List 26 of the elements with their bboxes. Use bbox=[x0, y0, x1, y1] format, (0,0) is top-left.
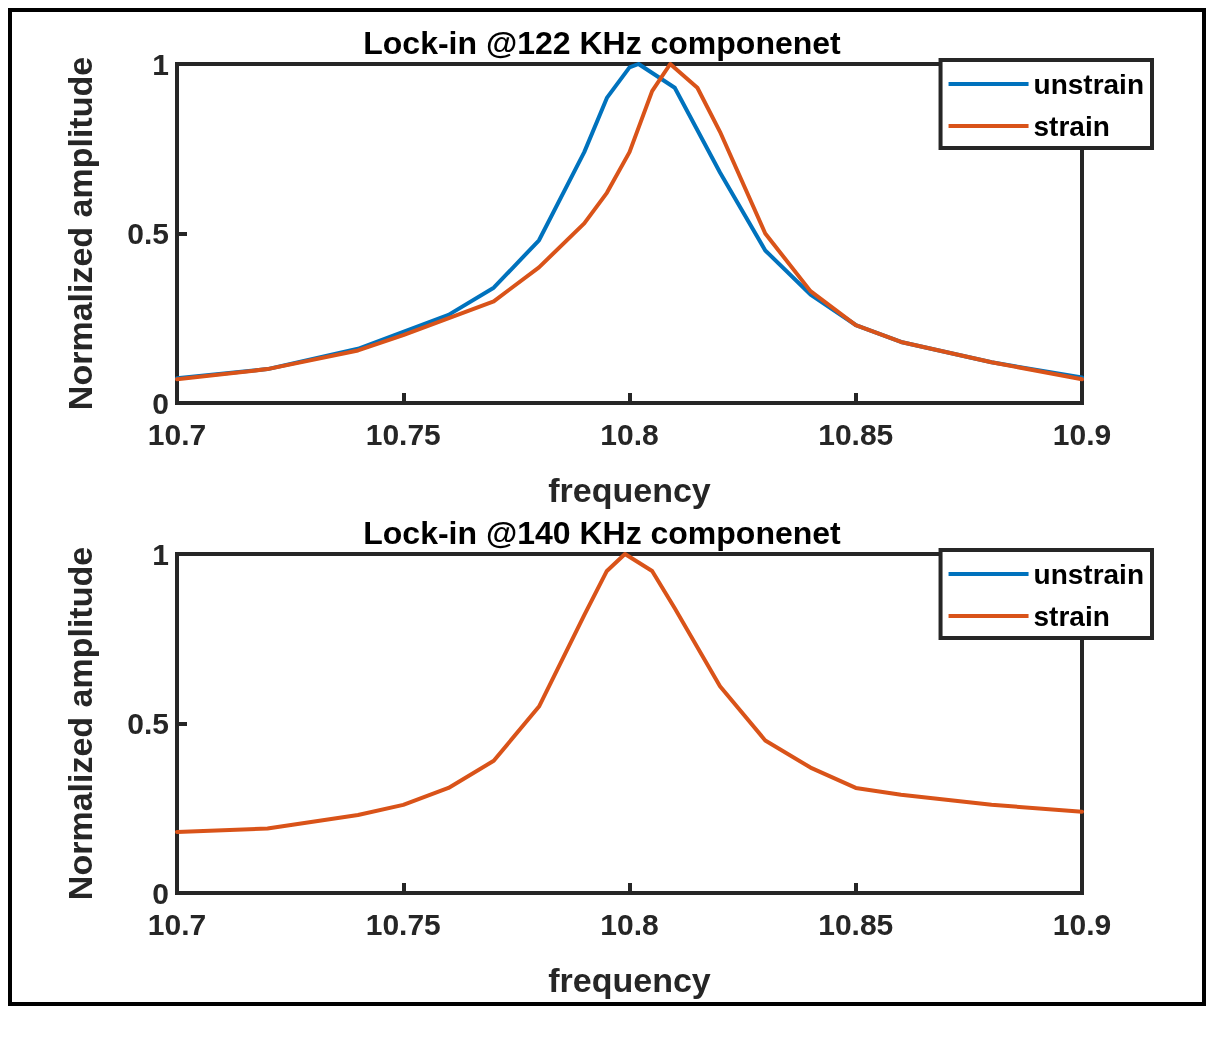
chart-title: Lock-in @122 KHz componenet bbox=[363, 25, 842, 61]
x-tick-label: 10.85 bbox=[818, 417, 894, 451]
legend-label: strain bbox=[1033, 110, 1110, 142]
y-axis-title: Normalized amplitude bbox=[61, 56, 99, 411]
y-axis-title: Normalized amplitude bbox=[61, 546, 99, 901]
legend-label: unstrain bbox=[1033, 68, 1145, 100]
legend-label: strain bbox=[1033, 600, 1110, 632]
x-tick-label: 10.85 bbox=[818, 907, 894, 941]
x-axis-title: frequency bbox=[548, 471, 711, 509]
x-tick-label: 10.7 bbox=[147, 907, 207, 941]
y-tick-label: 0.5 bbox=[127, 217, 169, 250]
x-tick-label: 10.75 bbox=[365, 907, 441, 941]
chart-title: Lock-in @140 KHz componenet bbox=[363, 515, 842, 551]
x-tick-label: 10.8 bbox=[600, 417, 659, 451]
y-tick-label: 1 bbox=[152, 47, 169, 81]
y-tick-label: 0 bbox=[152, 876, 169, 910]
x-tick-label: 10.9 bbox=[1052, 417, 1112, 451]
x-tick-label: 10.75 bbox=[365, 417, 441, 451]
y-tick-label: 1 bbox=[152, 537, 169, 571]
x-axis-title: frequency bbox=[548, 961, 711, 999]
x-tick-label: 10.7 bbox=[147, 417, 207, 451]
y-tick-label: 0 bbox=[152, 386, 169, 420]
x-tick-label: 10.9 bbox=[1052, 907, 1112, 941]
y-tick-label: 0.5 bbox=[127, 707, 169, 740]
x-tick-label: 10.8 bbox=[600, 907, 659, 941]
legend-label: unstrain bbox=[1033, 558, 1145, 590]
